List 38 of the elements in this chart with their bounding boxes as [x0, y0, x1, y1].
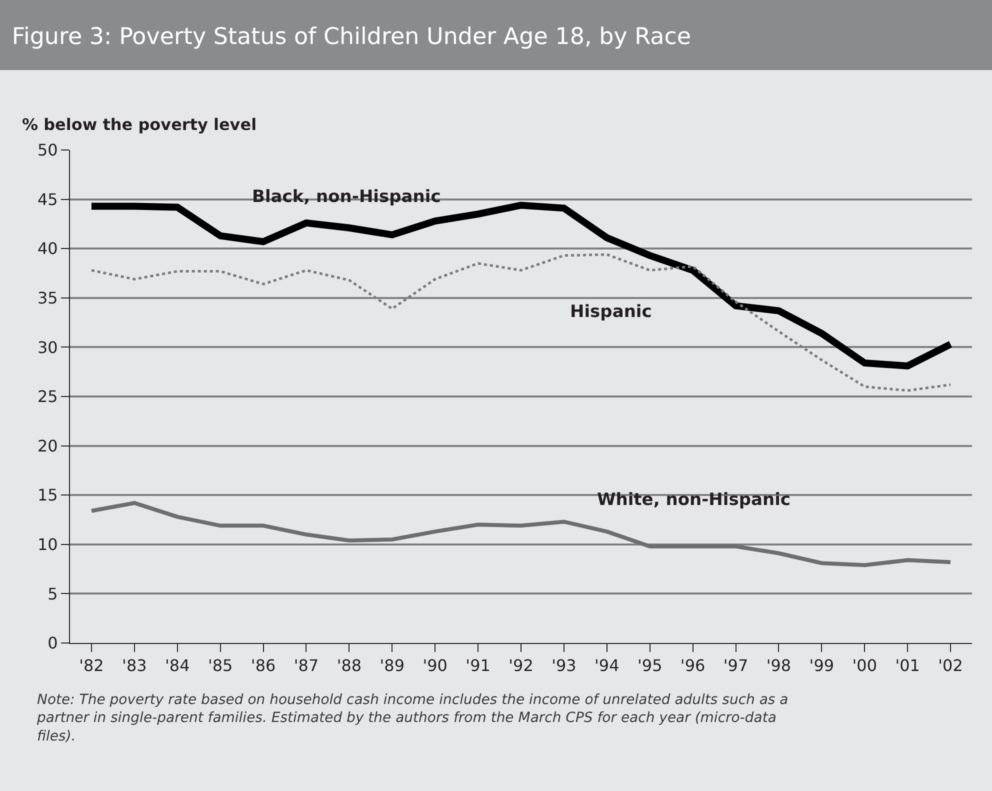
x-tick-label: '82	[79, 656, 104, 676]
chart-title: Figure 3: Poverty Status of Children Under Age 18, by Race	[12, 24, 692, 50]
x-tick-label: '99	[809, 656, 834, 676]
x-tick-label: '00	[852, 656, 878, 676]
x-tick-label: '89	[380, 656, 405, 676]
x-tick-label: '91	[466, 656, 490, 676]
text: Note: The poverty rate based on household cash income includes the income of unrelated adults such as a partner in single-parent families. Estimated by the authors from the March CPS for each year (micro-data files).	[36, 692, 788, 744]
series-label: Black, non-Hispanic	[252, 187, 441, 207]
y-tick-label: 15	[37, 486, 58, 505]
x-tick-label: '01	[895, 656, 920, 676]
x-tick-label: '83	[122, 656, 147, 676]
x-tick-label: '87	[294, 656, 319, 676]
x-tick-label: '90	[422, 656, 448, 676]
x-tick-label: '95	[637, 656, 662, 676]
y-tick-label: 10	[37, 535, 58, 554]
x-tick-label: '94	[594, 656, 620, 676]
series-label: Hispanic	[570, 302, 652, 322]
x-tick-label: '96	[680, 656, 706, 676]
x-tick-label: '88	[336, 656, 362, 676]
y-tick-label: 20	[37, 436, 58, 456]
y-tick-label: 40	[37, 239, 58, 258]
x-tick-label: '02	[938, 656, 963, 676]
y-tick-label: 30	[37, 338, 58, 357]
y-tick-label: 0	[48, 634, 58, 653]
y-tick-label: 25	[37, 387, 58, 406]
y-axis-title: % below the poverty level	[22, 115, 257, 134]
y-tick-label: 50	[37, 140, 58, 160]
x-tick-label: '86	[250, 656, 276, 676]
x-tick-label: '93	[552, 656, 576, 676]
series-label: White, non-Hispanic	[597, 490, 790, 510]
x-tick-label: '92	[508, 656, 534, 676]
y-tick-label: 35	[37, 288, 58, 308]
x-tick-label: '97	[723, 656, 748, 676]
y-tick-label: 5	[48, 584, 58, 604]
x-tick-label: '84	[164, 656, 190, 676]
x-tick-label: '85	[208, 656, 233, 676]
y-tick-label: 45	[37, 190, 58, 209]
x-tick-label: '98	[766, 656, 792, 676]
